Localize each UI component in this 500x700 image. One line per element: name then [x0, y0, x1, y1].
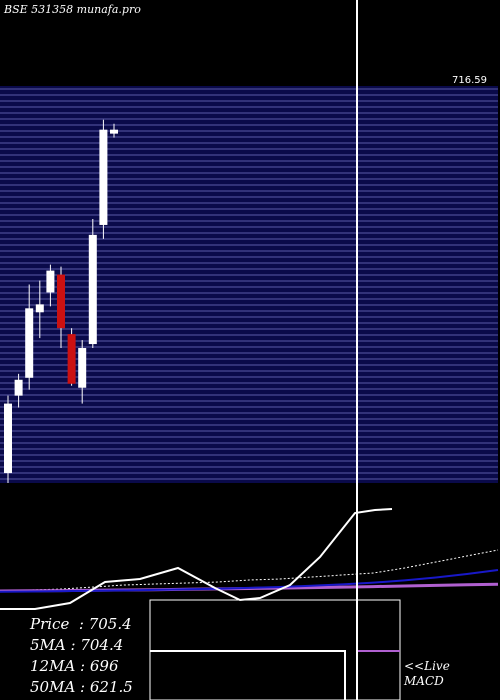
price-axis-labels: 716.59 — [452, 75, 487, 86]
oscillator-line — [0, 508, 393, 610]
candle-body — [25, 308, 34, 378]
stat-5ma: 5MA : 704.4 — [30, 636, 124, 654]
candle-body — [88, 234, 97, 345]
macd-line — [150, 650, 346, 700]
candle-body — [35, 304, 44, 313]
stat-label: Price — [30, 615, 70, 633]
candle-body — [57, 274, 65, 329]
candle-body — [46, 270, 55, 293]
indicator-panel — [0, 508, 499, 610]
volume-line — [0, 549, 499, 591]
candle-body — [110, 129, 118, 134]
stat-label: 12MA — [30, 657, 76, 675]
stat-label: 50MA — [30, 678, 76, 696]
stat-price: Price : 705.4 — [30, 615, 132, 633]
candle-body — [78, 348, 87, 388]
stats-panel: Price : 705.4 5MA : 704.4 12MA : 696 50M… — [30, 614, 133, 698]
stat-value: 621.5 — [89, 678, 133, 696]
candle-body — [99, 129, 108, 225]
price-band — [0, 86, 498, 483]
stat-value: 704.4 — [80, 636, 124, 654]
candles — [4, 119, 118, 483]
stat-label: 5MA — [30, 636, 66, 654]
stat-value: 696 — [89, 657, 119, 675]
candle-body — [67, 334, 76, 384]
stat-12ma: 12MA : 696 — [30, 657, 119, 675]
ma-short-line — [0, 569, 499, 593]
candle-body — [4, 403, 12, 474]
macd-label: <<Live MACD — [404, 659, 450, 689]
chart-title: BSE 531358 munafa.pro — [4, 3, 141, 16]
price-gridlines — [0, 88, 498, 480]
candle-body — [14, 379, 23, 396]
macd-label-line2: MACD — [404, 674, 444, 688]
price-axis-label: 716.59 — [452, 75, 487, 86]
macd-label-line1: <<Live — [404, 659, 450, 673]
stat-value: 705.4 — [88, 615, 132, 633]
stat-50ma: 50MA : 621.5 — [30, 678, 133, 696]
